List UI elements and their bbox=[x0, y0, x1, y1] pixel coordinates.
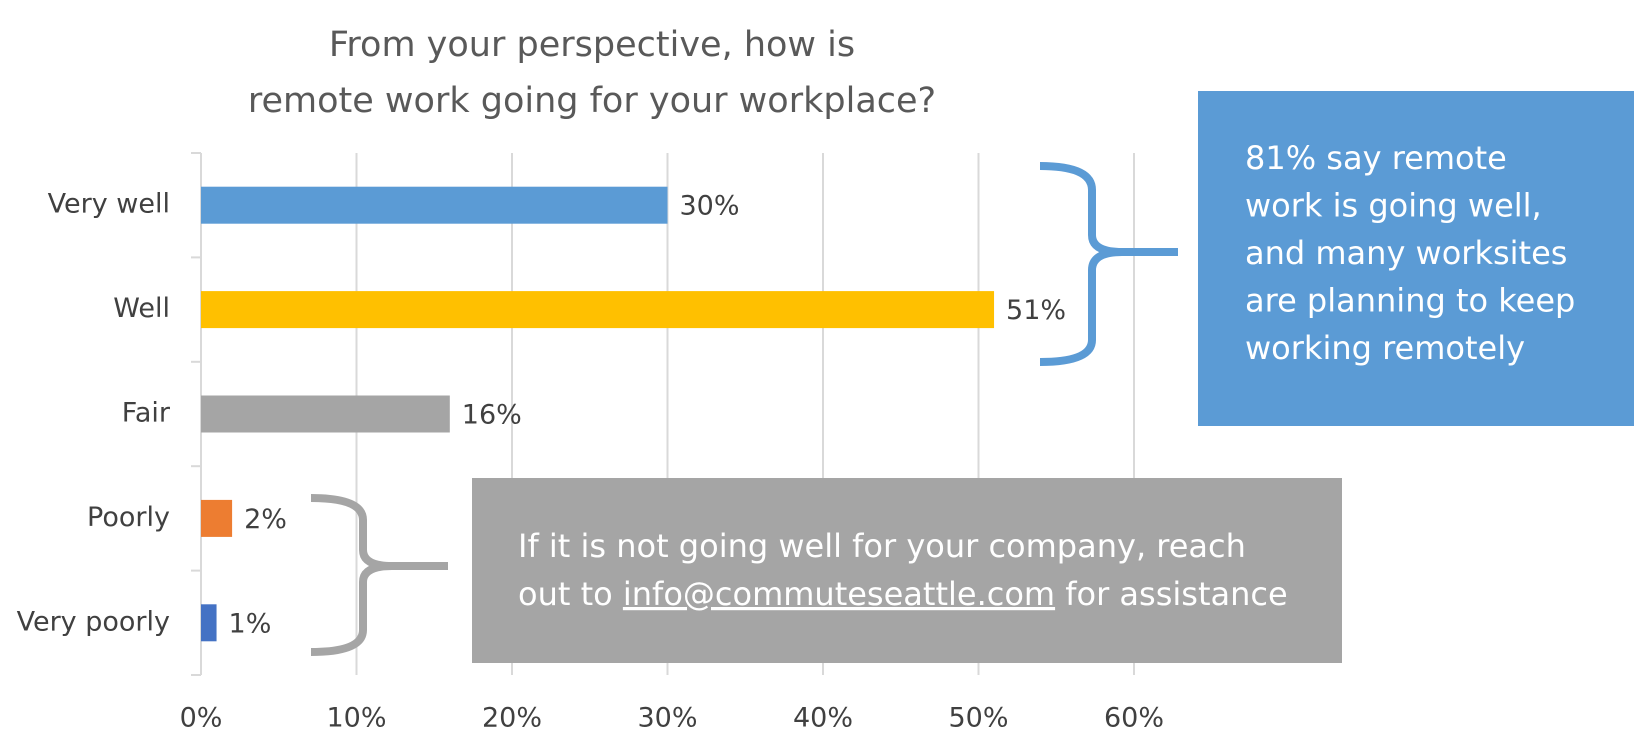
y-tick-label: Very poorly bbox=[17, 606, 170, 637]
bar bbox=[201, 291, 995, 329]
brace bbox=[1039, 162, 1178, 366]
y-tick-label: Very well bbox=[48, 189, 170, 220]
callout-text: and many worksites bbox=[1245, 234, 1567, 272]
callout-text: If it is not going well for your company… bbox=[518, 527, 1246, 565]
callout-text: are planning to keep bbox=[1245, 282, 1575, 320]
callout-text: out to info@commuteseattle.com for assis… bbox=[518, 575, 1288, 613]
bar bbox=[201, 604, 217, 642]
x-tick-label: 40% bbox=[793, 703, 853, 734]
y-tick-label: Fair bbox=[122, 398, 171, 429]
callout-text: for assistance bbox=[1065, 575, 1287, 613]
data-label: 16% bbox=[462, 400, 522, 431]
chart-title: remote work going for your workplace? bbox=[248, 81, 936, 121]
x-tick-label: 10% bbox=[326, 703, 386, 734]
x-tick-label: 20% bbox=[482, 703, 542, 734]
y-tick-label: Poorly bbox=[87, 502, 170, 533]
callout-text: out to bbox=[518, 575, 613, 613]
y-tick-label: Well bbox=[113, 293, 170, 324]
callout-box bbox=[472, 478, 1342, 663]
bar bbox=[201, 186, 668, 224]
data-label: 51% bbox=[1006, 295, 1066, 326]
x-tick-label: 0% bbox=[180, 703, 223, 734]
brace bbox=[310, 494, 448, 656]
bar bbox=[201, 499, 233, 537]
callout-text: work is going well, bbox=[1245, 187, 1542, 225]
data-label: 2% bbox=[244, 504, 287, 535]
email-link[interactable]: info@commuteseattle.com bbox=[623, 575, 1055, 613]
x-tick-label: 30% bbox=[637, 703, 697, 734]
data-label: 30% bbox=[680, 191, 740, 222]
x-tick-label: 60% bbox=[1104, 703, 1164, 734]
callout-box bbox=[1198, 91, 1634, 426]
x-tick-label: 50% bbox=[948, 703, 1008, 734]
callout-text: working remotely bbox=[1245, 329, 1525, 367]
data-label: 1% bbox=[229, 608, 272, 639]
plot: 0% 10% 20% 30% 40% 50% 60% Very well 30% Well 51% F… bbox=[17, 152, 1164, 734]
chart-title: From your perspective, how is bbox=[329, 25, 855, 65]
callout-text: 81% say remote bbox=[1245, 139, 1507, 177]
bar bbox=[201, 395, 450, 433]
